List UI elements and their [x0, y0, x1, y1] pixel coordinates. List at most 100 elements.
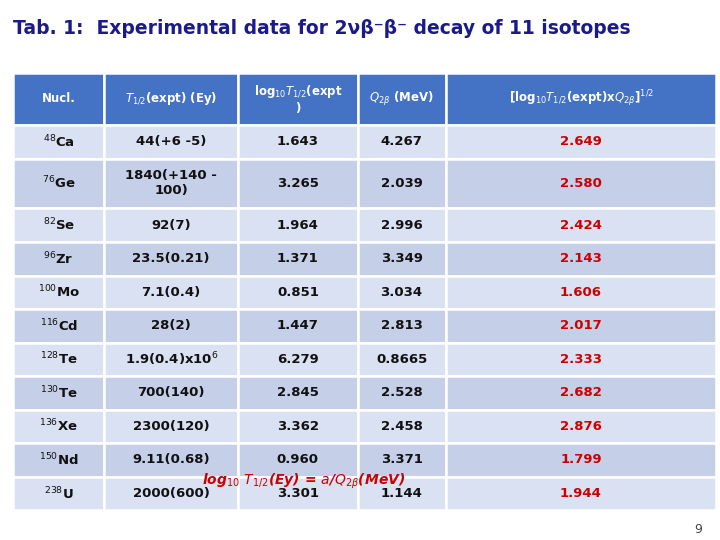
- Text: 1.606: 1.606: [560, 286, 602, 299]
- Text: 7.1(0.4): 7.1(0.4): [142, 286, 201, 299]
- Text: $^{100}$Mo: $^{100}$Mo: [37, 284, 80, 301]
- Text: 1.944: 1.944: [560, 487, 602, 500]
- Text: 92(7): 92(7): [151, 219, 191, 232]
- Text: 3.349: 3.349: [381, 252, 423, 265]
- Bar: [104, 208, 238, 242]
- Text: [log$_{10}$$T_{1/2}$(expt)x$Q_{2\beta}$]$^{1/2}$: [log$_{10}$$T_{1/2}$(expt)x$Q_{2\beta}$]…: [508, 89, 654, 109]
- Bar: [446, 410, 716, 443]
- Text: 2.424: 2.424: [560, 219, 602, 232]
- Text: 1.799: 1.799: [560, 454, 602, 467]
- Bar: [358, 410, 446, 443]
- Bar: [358, 342, 446, 376]
- Text: 3.371: 3.371: [381, 454, 423, 467]
- Bar: [446, 376, 716, 410]
- Bar: [104, 159, 238, 208]
- Text: 2.017: 2.017: [560, 319, 602, 332]
- Bar: [13, 208, 104, 242]
- Bar: [13, 376, 104, 410]
- Text: 1.447: 1.447: [277, 319, 319, 332]
- Bar: [104, 477, 238, 510]
- Bar: [446, 309, 716, 342]
- Text: $^{48}$Ca: $^{48}$Ca: [42, 133, 75, 150]
- Bar: [238, 73, 358, 125]
- Text: $^{116}$Cd: $^{116}$Cd: [40, 318, 78, 334]
- Text: 2.845: 2.845: [277, 387, 319, 400]
- Text: $T_{1/2}$(expt) (Ey): $T_{1/2}$(expt) (Ey): [125, 91, 217, 107]
- Bar: [358, 159, 446, 208]
- Text: 2.876: 2.876: [560, 420, 602, 433]
- Text: 2000(600): 2000(600): [132, 487, 210, 500]
- Bar: [13, 275, 104, 309]
- Bar: [238, 342, 358, 376]
- Text: Nucl.: Nucl.: [42, 92, 76, 105]
- Bar: [13, 242, 104, 275]
- Bar: [13, 309, 104, 342]
- Bar: [13, 125, 104, 159]
- Text: log$_{10}$ $T_{1/2}$(Ey) = $a$/$Q_{2\beta}$(MeV): log$_{10}$ $T_{1/2}$(Ey) = $a$/$Q_{2\bet…: [202, 471, 405, 491]
- Bar: [238, 125, 358, 159]
- Bar: [13, 443, 104, 477]
- Bar: [104, 410, 238, 443]
- Bar: [358, 376, 446, 410]
- Bar: [446, 477, 716, 510]
- Text: 1.9(0.4)x10$^6$: 1.9(0.4)x10$^6$: [125, 350, 218, 368]
- Bar: [446, 275, 716, 309]
- Bar: [13, 159, 104, 208]
- Bar: [358, 73, 446, 125]
- Text: 700(140): 700(140): [138, 387, 205, 400]
- Text: 2.333: 2.333: [560, 353, 602, 366]
- Bar: [104, 342, 238, 376]
- Bar: [238, 242, 358, 275]
- Text: 2.649: 2.649: [560, 136, 602, 148]
- Bar: [238, 443, 358, 477]
- Text: $^{82}$Se: $^{82}$Se: [42, 217, 75, 233]
- Bar: [238, 275, 358, 309]
- Text: 1.371: 1.371: [277, 252, 319, 265]
- Text: 28(2): 28(2): [151, 319, 191, 332]
- Bar: [13, 342, 104, 376]
- Bar: [358, 125, 446, 159]
- Bar: [13, 410, 104, 443]
- Bar: [104, 376, 238, 410]
- Text: 2.580: 2.580: [560, 177, 602, 190]
- Text: 0.8665: 0.8665: [376, 353, 427, 366]
- Text: 1.643: 1.643: [277, 136, 319, 148]
- Bar: [446, 73, 716, 125]
- Text: 2.528: 2.528: [381, 387, 423, 400]
- Text: 0.851: 0.851: [277, 286, 319, 299]
- Text: 3.362: 3.362: [277, 420, 319, 433]
- Text: 9: 9: [694, 523, 702, 536]
- Bar: [13, 477, 104, 510]
- Bar: [13, 73, 104, 125]
- Bar: [358, 275, 446, 309]
- Text: $Q_{2\beta}$ (MeV): $Q_{2\beta}$ (MeV): [369, 90, 434, 108]
- Bar: [358, 208, 446, 242]
- Text: 3.265: 3.265: [277, 177, 319, 190]
- Text: 1.144: 1.144: [381, 487, 423, 500]
- Text: 23.5(0.21): 23.5(0.21): [132, 252, 210, 265]
- Bar: [238, 208, 358, 242]
- Text: 2.682: 2.682: [560, 387, 602, 400]
- Bar: [104, 73, 238, 125]
- Bar: [104, 309, 238, 342]
- Text: Tab. 1:  Experimental data for 2νβ⁻β⁻ decay of 11 isotopes: Tab. 1: Experimental data for 2νβ⁻β⁻ dec…: [13, 19, 631, 38]
- Text: 1840(+140 -
100): 1840(+140 - 100): [125, 170, 217, 198]
- Text: 2.039: 2.039: [381, 177, 423, 190]
- Bar: [358, 443, 446, 477]
- Text: 2.458: 2.458: [381, 420, 423, 433]
- Text: log$_{10}$$T_{1/2}$(expt
): log$_{10}$$T_{1/2}$(expt ): [253, 83, 342, 114]
- Bar: [358, 309, 446, 342]
- Bar: [104, 443, 238, 477]
- Text: 2300(120): 2300(120): [133, 420, 210, 433]
- Bar: [238, 309, 358, 342]
- Bar: [104, 242, 238, 275]
- Bar: [446, 208, 716, 242]
- Text: 2.996: 2.996: [381, 219, 423, 232]
- Text: $^{238}$U: $^{238}$U: [44, 485, 73, 502]
- Bar: [358, 242, 446, 275]
- Text: 4.267: 4.267: [381, 136, 423, 148]
- Bar: [446, 443, 716, 477]
- Text: 0.960: 0.960: [277, 454, 319, 467]
- Bar: [238, 159, 358, 208]
- Bar: [446, 242, 716, 275]
